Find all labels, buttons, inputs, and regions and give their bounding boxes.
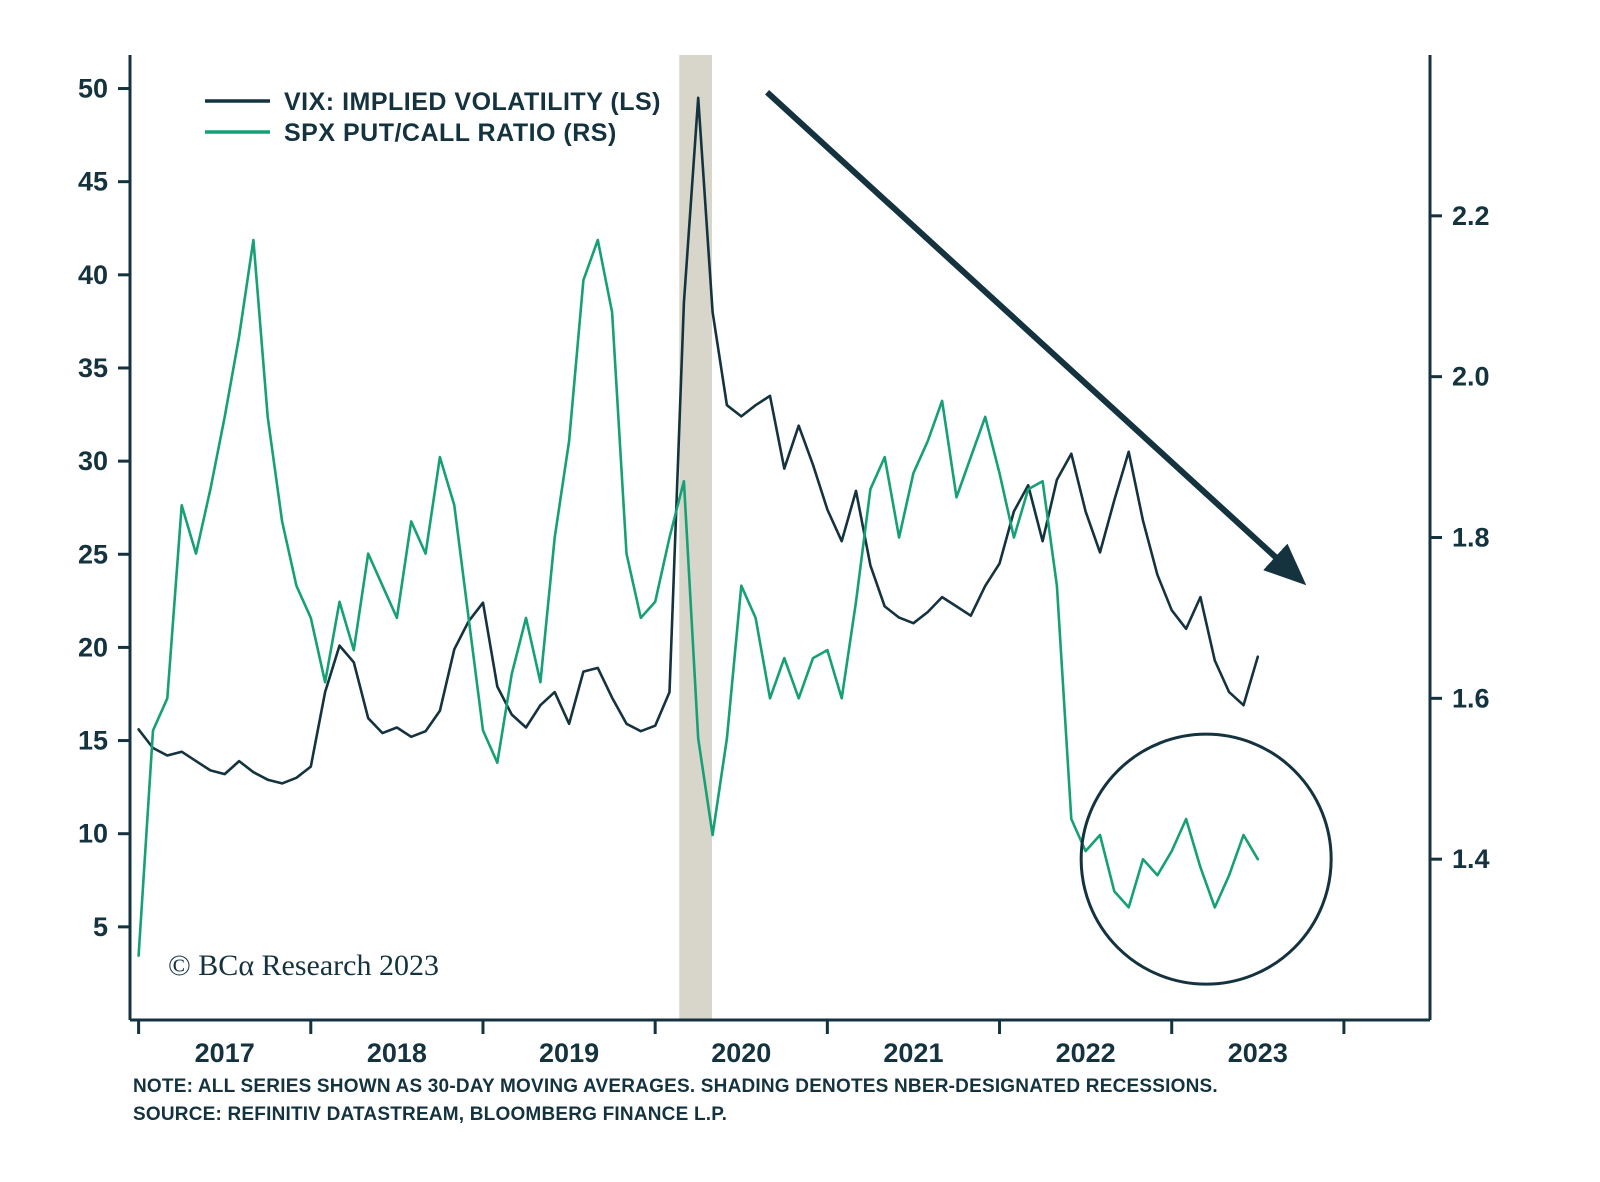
svg-text:30: 30 (78, 446, 108, 476)
copyright-text: © BCα Research 2023 (168, 949, 439, 982)
svg-text:10: 10 (78, 819, 108, 849)
svg-text:1.4: 1.4 (1452, 844, 1490, 874)
trend-arrow (765, 90, 1307, 586)
legend-label-0: VIX: IMPLIED VOLATILITY (LS) (284, 88, 661, 116)
legend-label-1: SPX PUT/CALL RATIO (RS) (284, 119, 617, 147)
svg-text:5: 5 (93, 912, 108, 942)
svg-text:2.2: 2.2 (1452, 201, 1490, 231)
svg-text:15: 15 (78, 726, 108, 756)
svg-text:45: 45 (78, 167, 108, 197)
svg-text:50: 50 (78, 74, 108, 104)
svg-text:2.0: 2.0 (1452, 362, 1490, 392)
svg-text:2018: 2018 (367, 1038, 427, 1065)
svg-text:2021: 2021 (883, 1038, 943, 1065)
svg-text:1.6: 1.6 (1452, 683, 1490, 713)
svg-text:1.8: 1.8 (1452, 523, 1490, 553)
svg-text:25: 25 (78, 539, 108, 569)
svg-text:2020: 2020 (711, 1038, 771, 1065)
right-axis: 2.2 2.0 1.8 1.6 1.4 (1430, 201, 1490, 874)
vix-putcall-chart: 50 45 40 35 30 25 20 15 10 5 2.2 2.0 1.8 1.6 1.4 2017 20… (78, 55, 1490, 1068)
svg-text:2023: 2023 (1228, 1038, 1288, 1065)
chart-note: NOTE: ALL SERIES SHOWN AS 30-DAY MOVING … (133, 1076, 1218, 1097)
svg-text:20: 20 (78, 632, 108, 662)
highlight-circle (1079, 732, 1333, 986)
chart-canvas: 50 45 40 35 30 25 20 15 10 5 2.2 2.0 1.8 1.6 1.4 2017 20… (78, 55, 1490, 1068)
recession-band (679, 55, 712, 1020)
svg-text:2017: 2017 (195, 1038, 255, 1065)
axes (128, 55, 1432, 1022)
svg-text:2019: 2019 (539, 1038, 599, 1065)
vix-line (137, 96, 1260, 785)
left-axis: 50 45 40 35 30 25 20 15 10 5 (78, 74, 130, 942)
svg-text:2022: 2022 (1056, 1038, 1116, 1065)
x-axis: 2017 2018 2019 2020 2021 2022 2023 (137, 1020, 1346, 1068)
legend: VIX: IMPLIED VOLATILITY (LS) SPX PUT/CALL… (205, 88, 661, 147)
svg-text:40: 40 (78, 260, 108, 290)
svg-text:35: 35 (78, 353, 108, 383)
putcall-line (137, 238, 1260, 957)
chart-footnotes: NOTE: ALL SERIES SHOWN AS 30-DAY MOVING … (0, 1065, 1600, 1128)
chart-source: SOURCE: REFINITIV DATASTREAM, BLOOMBERG … (133, 1103, 728, 1125)
